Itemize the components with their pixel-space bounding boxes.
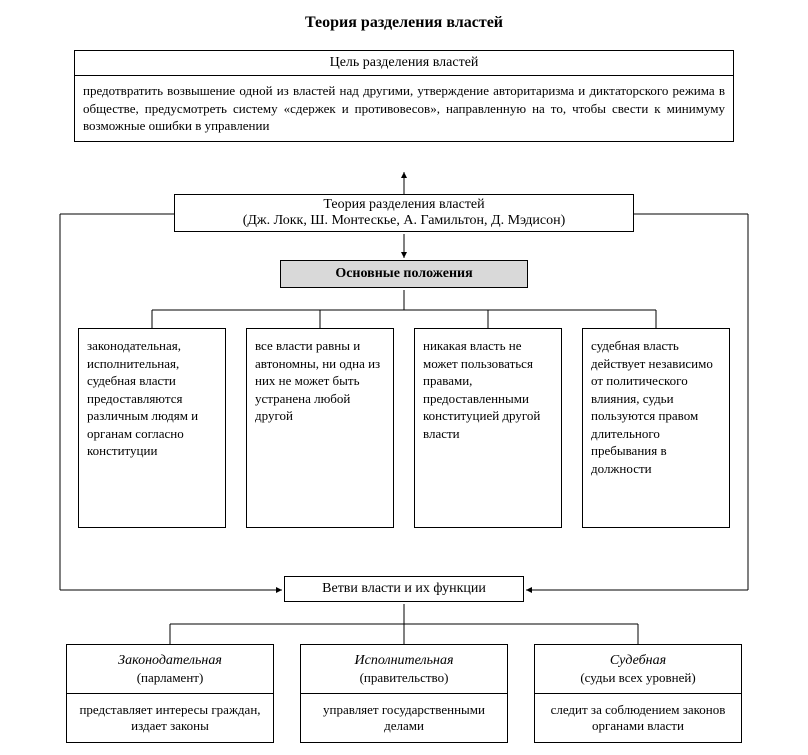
branch-sub: (судьи всех уровней)	[580, 670, 695, 685]
branch-func: представляет интересы граждан, издает за…	[67, 694, 273, 742]
principle-2: все власти равны и автономны, ни одна из…	[246, 328, 394, 528]
principle-1: законодательная, исполнительная, судебна…	[78, 328, 226, 528]
branch-func: управляет государственными делами	[301, 694, 507, 742]
goal-body: предотвратить возвышение одной из власте…	[75, 76, 733, 141]
goal-box: Цель разделения властей предотвратить во…	[74, 50, 734, 142]
branch-legislative: Законодательная (парламент) представляет…	[66, 644, 274, 743]
principles-header: Основные положения	[280, 260, 528, 288]
branch-name: Исполнительная	[355, 653, 454, 668]
branches-header: Ветви власти и их функции	[284, 576, 524, 602]
branch-name: Законодательная	[118, 653, 222, 668]
theory-box: Теория разделения властей (Дж. Локк, Ш. …	[174, 194, 634, 232]
principle-3: никакая власть не может пользоваться пра…	[414, 328, 562, 528]
theory-line1: Теория разделения властей	[179, 197, 629, 213]
branch-func: следит за соблюдением законов органами в…	[535, 694, 741, 742]
theory-line2: (Дж. Локк, Ш. Монтескье, А. Гамильтон, Д…	[179, 213, 629, 229]
page-title: Теория разделения властей	[0, 14, 808, 32]
branch-judicial: Судебная (судьи всех уровней) следит за …	[534, 644, 742, 743]
branch-name: Судебная	[610, 653, 666, 668]
branch-executive: Исполнительная (правительство) управляет…	[300, 644, 508, 743]
branch-sub: (парламент)	[137, 670, 204, 685]
diagram-page: Теория разделения властей Цель разделени…	[0, 0, 808, 755]
branch-sub: (правительство)	[360, 670, 449, 685]
principle-4: судебная власть действует независимо от …	[582, 328, 730, 528]
goal-header: Цель разделения властей	[75, 51, 733, 76]
